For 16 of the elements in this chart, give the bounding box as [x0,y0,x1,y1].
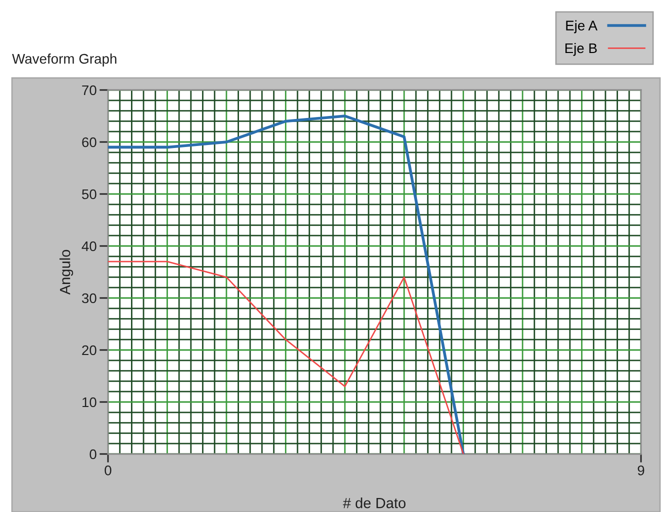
y-tick-label: 70 [82,85,96,96]
x-tick-label: 9 [638,465,644,476]
y-tick-label: 40 [82,241,96,252]
y-tick-label: 10 [82,397,96,408]
legend-label: Eje B [565,42,597,56]
legend-label: Eje A [566,20,598,34]
chart-title: Waveform Graph [12,54,116,66]
x-axis-title: # de Dato [342,498,406,508]
line-series [108,260,464,454]
y-tick-label: 60 [82,137,96,148]
y-tick-label: 30 [82,293,96,304]
y-tick-label: 20 [82,345,96,356]
line-series [108,114,465,454]
y-tick-label: 50 [82,189,96,200]
y-tick-label: 0 [90,449,96,460]
y-axis-title: Angulo [60,250,74,295]
